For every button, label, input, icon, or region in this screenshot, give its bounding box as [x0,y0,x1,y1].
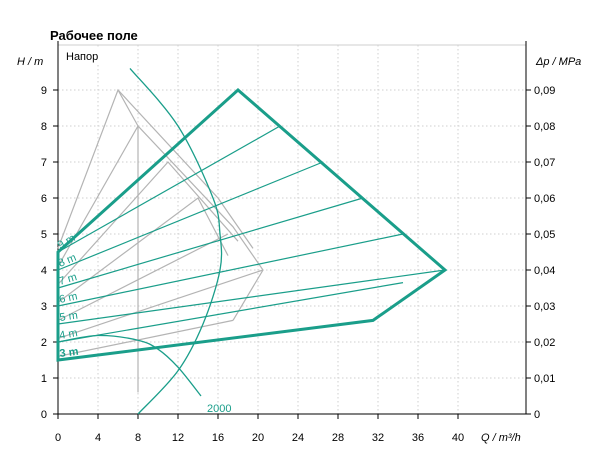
head-line [57,125,281,253]
head-line-label: 5 m [59,310,79,324]
x-tick-label: 36 [412,432,424,444]
x-tick-label: 20 [252,432,264,444]
y-tick-label: 8 [41,121,47,133]
gray-curve [57,124,264,321]
head-line-label: 6 m [58,290,78,305]
y-tick-label: 9 [41,85,47,97]
gray-curve [117,89,139,393]
head-line [57,282,404,343]
x-tick-label: 28 [332,432,344,444]
y2-tick-label: 0,02 [534,337,555,349]
x-tick-label: 12 [172,432,184,444]
y2-tick-label: 0 [534,409,540,421]
gray-curve [57,197,229,303]
y-tick-label: 0 [41,409,47,421]
head-line-label: 3 m [59,346,80,360]
envelope [56,87,448,362]
gray-curve [57,88,254,249]
system-curve [129,67,223,415]
gray-curve [57,161,239,285]
legend-label: Напор [66,51,98,63]
head-line-label: 8 m [57,252,79,270]
x-axis-title: Q / m³/h [481,432,521,444]
head-line-label: 7 m [57,271,78,288]
y2-tick-label: 0,03 [534,301,555,313]
head-line [57,197,364,289]
x-tick-label: 4 [95,432,101,444]
y2-tick-label: 0,06 [534,193,555,205]
y-tick-label: 6 [41,193,47,205]
x-tick-label: 40 [452,432,464,444]
system-curve-label: 2000 [207,403,231,415]
x-tick-label: 32 [372,432,384,444]
head-line [57,233,404,307]
y2-tick-label: 0,07 [534,157,555,169]
y2-tick-label: 0,09 [534,85,555,97]
x-tick-label: 16 [212,432,224,444]
y-tick-label: 2 [41,337,47,349]
y2-axis-title: Δp / MPa [535,56,581,68]
chart-title: Рабочее поле [50,28,138,43]
legend-box [60,48,106,63]
y2-tick-label: 0,01 [534,373,555,385]
x-tick-label: 8 [135,432,141,444]
head-line-label: 9 m [56,232,78,251]
gray-curve [57,233,229,321]
head-line-label: 4 m [58,327,78,342]
gray-curve [57,319,234,357]
y2-tick-label: 0,08 [534,121,555,133]
y-tick-label: 5 [41,229,47,241]
x-tick-label: 0 [55,432,61,444]
head-line [57,161,324,271]
y-axis-title: H / m [17,56,43,68]
y2-tick-label: 0,05 [534,229,555,241]
y-tick-label: 7 [41,157,47,169]
head-lines [56,67,448,415]
head-line [57,269,446,325]
y-tick-label: 4 [41,265,47,277]
axes [53,41,531,419]
x-tick-label: 24 [292,432,304,444]
y-tick-label: 3 [41,301,47,313]
y2-tick-label: 0,04 [534,265,555,277]
gray-curve [57,269,264,339]
gray-curves [57,88,264,393]
y-tick-label: 1 [41,373,47,385]
